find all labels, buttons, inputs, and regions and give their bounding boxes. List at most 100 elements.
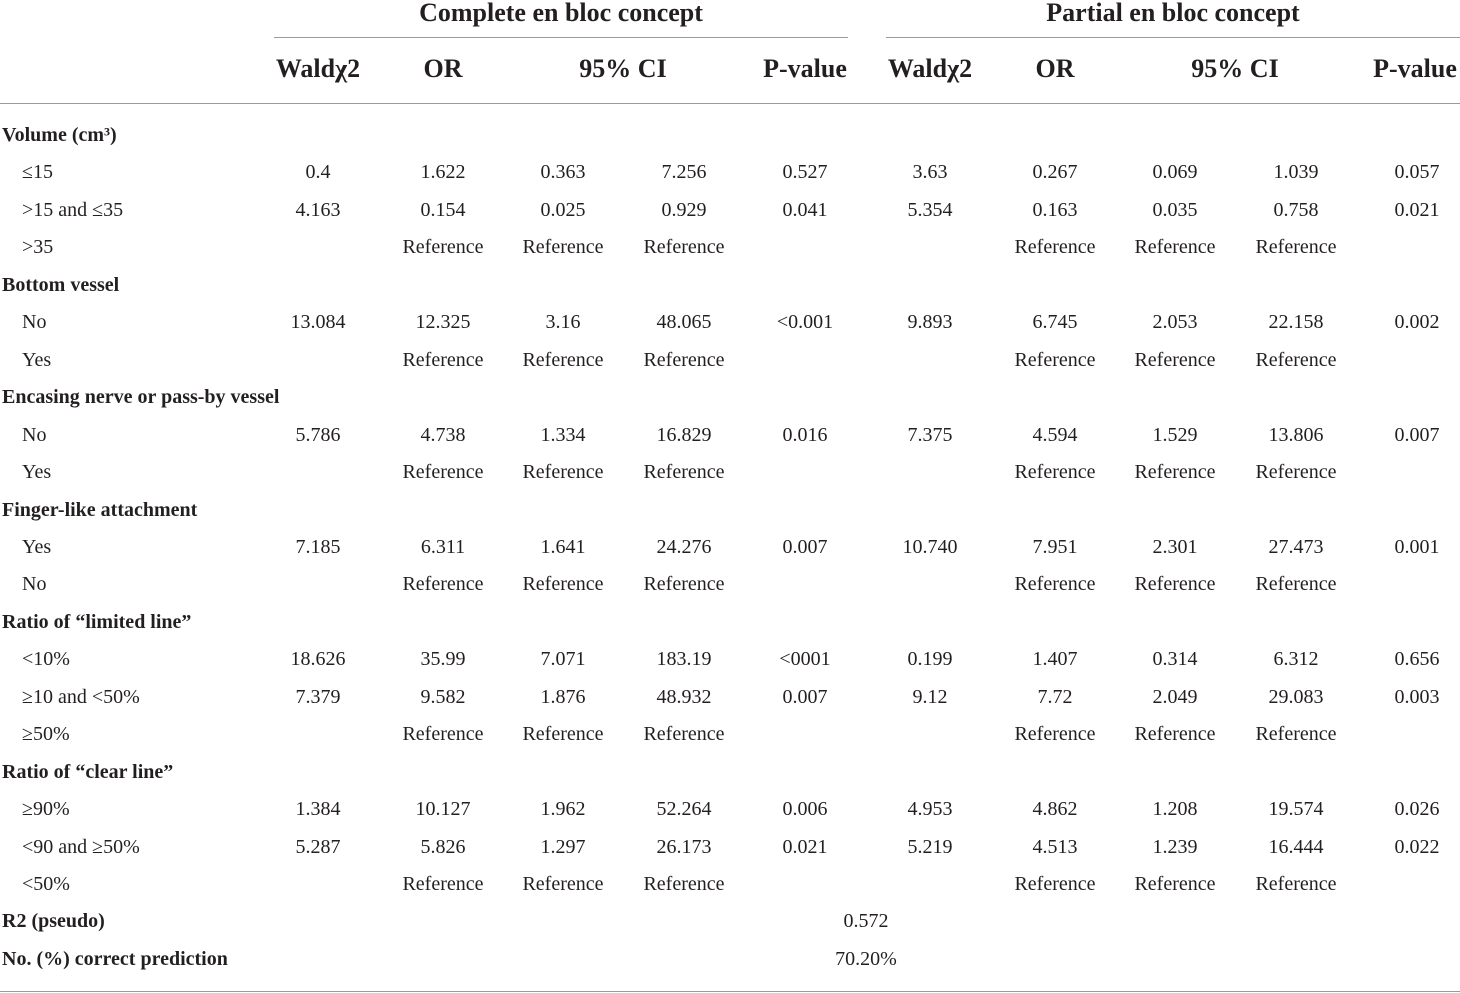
cell-or-partial: 7.72 xyxy=(1037,685,1073,708)
section-label: Volume (cm³) xyxy=(2,124,117,146)
cell-ci-high-partial: Reference xyxy=(1255,348,1337,371)
col-header-pvalue-complete: P-value xyxy=(763,54,847,83)
cell-or-complete: Reference xyxy=(402,873,484,895)
header-rule xyxy=(0,103,1460,104)
cell-wald-complete: 7.379 xyxy=(295,685,341,708)
section-label: Bottom vessel xyxy=(2,273,120,296)
cell-ci-high-partial: Reference xyxy=(1255,236,1337,259)
cell-pvalue-complete: 0.006 xyxy=(782,798,828,821)
cell-ci-high-complete: 52.264 xyxy=(656,798,712,821)
cell-ci-high-partial: 27.473 xyxy=(1268,535,1324,558)
cell-ci-low-partial: 0.314 xyxy=(1152,648,1198,671)
cell-ci-low-partial: Reference xyxy=(1134,461,1216,484)
cell-ci-high-complete: Reference xyxy=(643,723,725,746)
cell-pvalue-complete: 0.007 xyxy=(782,685,828,708)
table-row: ≥90% 1.384 10.127 1.962 52.264 0.006 4.953 4.86… xyxy=(0,791,1460,828)
cell-pvalue-partial: 0.003 xyxy=(1394,685,1440,708)
row-label: >15 and ≤35 xyxy=(22,198,124,221)
row-label: ≥50% xyxy=(22,723,70,746)
cell-or-partial: 0.163 xyxy=(1032,198,1078,221)
cell-ci-low-partial: 1.208 xyxy=(1152,798,1198,821)
col-header-pvalue-partial: P-value xyxy=(1373,54,1457,83)
cell-ci-low-partial: Reference xyxy=(1134,873,1216,895)
row-label: <10% xyxy=(22,648,70,671)
cell-or-complete: 4.738 xyxy=(420,423,466,446)
cell-ci-high-partial: 13.806 xyxy=(1268,423,1324,446)
table-row: ≥50% Reference Reference Reference Reference… xyxy=(0,716,1460,753)
cell-pvalue-partial: 0.022 xyxy=(1394,835,1440,858)
cell-ci-high-complete: 48.065 xyxy=(656,311,712,334)
cell-wald-complete: 0.4 xyxy=(305,161,331,184)
table-row: No 5.786 4.738 1.334 16.829 0.016 7.375 4.594 1.… xyxy=(0,417,1460,454)
cell-ci-high-complete: 0.929 xyxy=(661,198,707,221)
cell-or-partial: Reference xyxy=(1014,873,1096,895)
cell-or-partial: Reference xyxy=(1014,723,1096,746)
group-title-partial-en-bloc: Partial en bloc concept xyxy=(1046,0,1300,27)
cell-ci-low-partial: 2.301 xyxy=(1152,535,1198,558)
cell-or-complete: Reference xyxy=(402,573,484,596)
group-underline-complete xyxy=(274,37,848,38)
table-row: No 13.084 12.325 3.16 48.065 <0.001 9.893 6.745… xyxy=(0,304,1460,341)
cell-ci-low-complete: 0.363 xyxy=(540,161,586,184)
row-label: No xyxy=(22,311,47,334)
row-label: ≥10 and <50% xyxy=(22,685,140,708)
section-row: Finger-like attachment xyxy=(0,492,1460,529)
section-row: Volume (cm³) xyxy=(0,117,1460,154)
cell-ci-low-complete: 1.297 xyxy=(540,835,586,858)
cell-pvalue-partial: 0.057 xyxy=(1394,161,1440,184)
cell-pvalue-complete: 0.527 xyxy=(782,161,828,184)
table-row: <10% 18.626 35.99 7.071 183.19 <0001 0.199 1.40… xyxy=(0,641,1460,678)
cell-or-complete: 0.154 xyxy=(420,198,466,221)
cell-wald-partial: 5.354 xyxy=(907,198,953,221)
cell-ci-low-partial: Reference xyxy=(1134,723,1216,746)
cell-wald-partial: 9.893 xyxy=(907,311,953,334)
cell-ci-low-complete: Reference xyxy=(522,573,604,596)
section-label: Ratio of “clear line” xyxy=(2,760,174,783)
cell-wald-complete: 13.084 xyxy=(290,311,346,334)
row-label: ≥90% xyxy=(22,798,70,821)
table-row: ≥10 and <50% 7.379 9.582 1.876 48.932 0.007 9.… xyxy=(0,679,1460,716)
col-header-wald-complete: Waldχ2 xyxy=(275,54,361,83)
col-header-or-partial: OR xyxy=(1035,54,1075,83)
cell-ci-high-complete: 24.276 xyxy=(656,535,712,558)
cell-pvalue-complete: <0001 xyxy=(779,648,831,671)
cell-wald-partial: 10.740 xyxy=(902,535,958,558)
summary-label: No. (%) correct prediction xyxy=(2,947,228,970)
table-row: Yes 7.185 6.311 1.641 24.276 0.007 10.740 7.951… xyxy=(0,529,1460,566)
table-row: >15 and ≤35 4.163 0.154 0.025 0.929 0.041 5.35… xyxy=(0,192,1460,229)
cell-or-complete: 10.127 xyxy=(415,798,471,821)
cell-or-complete: Reference xyxy=(402,236,484,259)
cell-wald-partial: 0.199 xyxy=(907,648,953,671)
cell-ci-low-partial: Reference xyxy=(1134,573,1216,596)
cell-ci-high-complete: 16.829 xyxy=(656,423,712,446)
cell-ci-low-complete: 1.334 xyxy=(540,423,586,446)
cell-ci-high-partial: 22.158 xyxy=(1268,311,1324,334)
cell-wald-partial: 4.953 xyxy=(907,798,953,821)
bottom-rule xyxy=(0,991,1460,992)
cell-pvalue-partial: 0.656 xyxy=(1394,648,1440,671)
cell-or-complete: 1.622 xyxy=(420,161,466,184)
cell-ci-low-complete: 1.876 xyxy=(540,685,586,708)
cell-pvalue-complete: 0.007 xyxy=(782,535,828,558)
cell-ci-low-complete: 1.962 xyxy=(540,798,586,821)
cell-ci-high-partial: Reference xyxy=(1255,873,1337,895)
row-label: >35 xyxy=(22,236,54,259)
cell-ci-low-partial: 1.529 xyxy=(1152,423,1198,446)
section-row: Encasing nerve or pass-by vessel xyxy=(0,379,1460,416)
cell-or-partial: Reference xyxy=(1014,573,1096,596)
cell-ci-low-partial: Reference xyxy=(1134,348,1216,371)
cell-or-complete: 9.582 xyxy=(420,685,466,708)
cell-wald-complete: 5.786 xyxy=(295,423,341,446)
cell-wald-complete: 1.384 xyxy=(295,798,341,821)
cell-ci-low-complete: Reference xyxy=(522,723,604,746)
cell-pvalue-partial: 0.021 xyxy=(1394,198,1440,221)
section-row: Ratio of “limited line” xyxy=(0,604,1460,641)
cell-ci-low-partial: 2.053 xyxy=(1152,311,1198,334)
cell-or-complete: 6.311 xyxy=(420,535,466,558)
cell-pvalue-partial: 0.002 xyxy=(1394,311,1440,334)
cell-or-partial: Reference xyxy=(1014,236,1096,259)
cell-pvalue-complete: 0.041 xyxy=(782,198,828,221)
cell-ci-low-complete: Reference xyxy=(522,236,604,259)
cell-pvalue-complete: 0.016 xyxy=(782,423,828,446)
cell-ci-high-complete: Reference xyxy=(643,236,725,259)
